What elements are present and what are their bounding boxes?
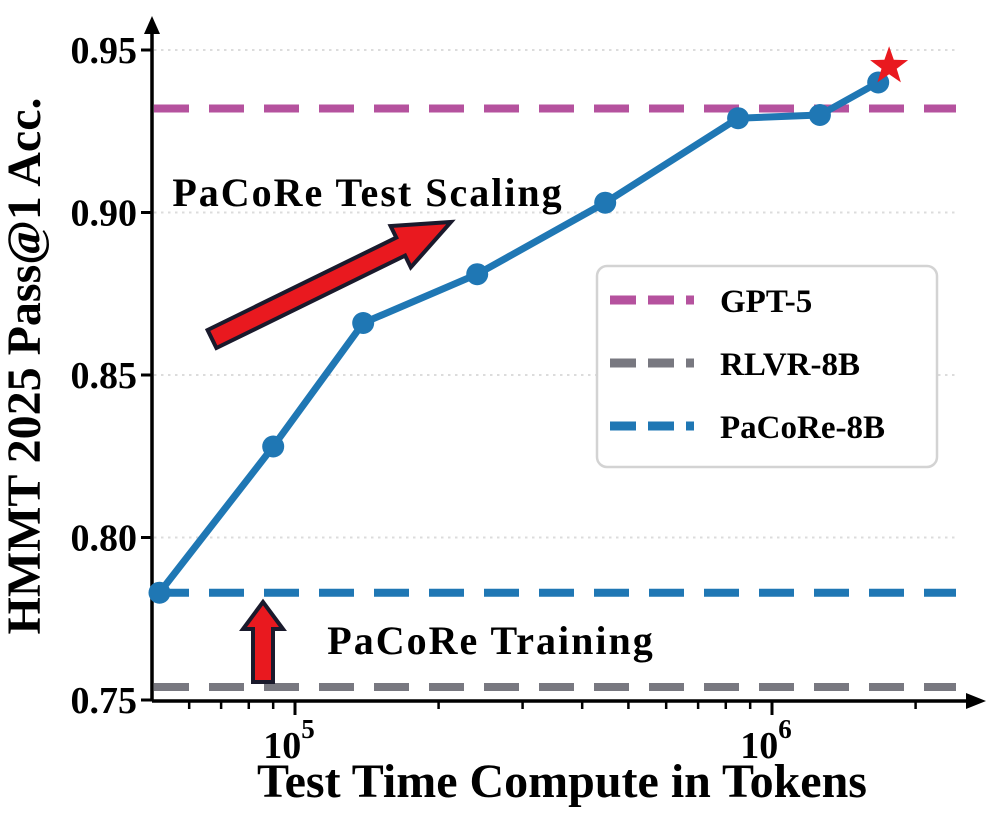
data-point: [352, 312, 375, 334]
x-tick-label: 105: [263, 714, 315, 767]
y-axis-arrowhead-icon: [144, 16, 160, 34]
data-point: [808, 104, 831, 126]
annotation-arrows-layer: [204, 219, 456, 684]
y-tick-label: 0.85: [71, 355, 138, 397]
gridlines-layer: [154, 49, 956, 539]
x-axis-label: Test Time Compute in Tokens: [257, 755, 867, 808]
y-tick-label: 0.90: [71, 193, 138, 235]
data-point: [262, 435, 285, 458]
annotation-test-scaling: PaCoRe Test Scaling: [172, 170, 563, 215]
y-tick-label: 0.80: [71, 518, 138, 560]
legend-label-gpt-5: GPT-5: [720, 284, 812, 320]
series-line: [156, 79, 882, 597]
series-layer: [148, 71, 890, 604]
x-axis-arrowhead-icon: [966, 693, 986, 709]
x-tick-label: 106: [740, 714, 792, 767]
data-point: [594, 191, 617, 214]
y-tick-label: 0.95: [71, 30, 138, 72]
star-marker-icon: [870, 46, 909, 83]
legend-label-rlvr-8b: RLVR-8B: [720, 347, 860, 383]
training-arrow-icon: [239, 598, 287, 684]
test-scaling-arrow-icon: [204, 219, 456, 351]
y-tick-label: 0.75: [71, 680, 138, 722]
data-point: [148, 581, 171, 604]
legend-box: [595, 264, 939, 469]
data-point: [466, 263, 489, 286]
data-point: [727, 107, 750, 130]
legend-label-pacore-8b: PaCoRe-8B: [720, 410, 885, 446]
star-layer: [870, 46, 909, 83]
legend: GPT-5 RLVR-8B PaCoRe-8B: [595, 264, 939, 469]
y-axis-label: HMMT 2025 Pass@1 Acc.: [0, 97, 51, 634]
axes-layer: [141, 16, 986, 715]
annotation-training: PaCoRe Training: [327, 618, 654, 663]
tick-labels-layer: 0.75 0.80 0.85 0.90 0.95 105 106: [71, 30, 792, 767]
